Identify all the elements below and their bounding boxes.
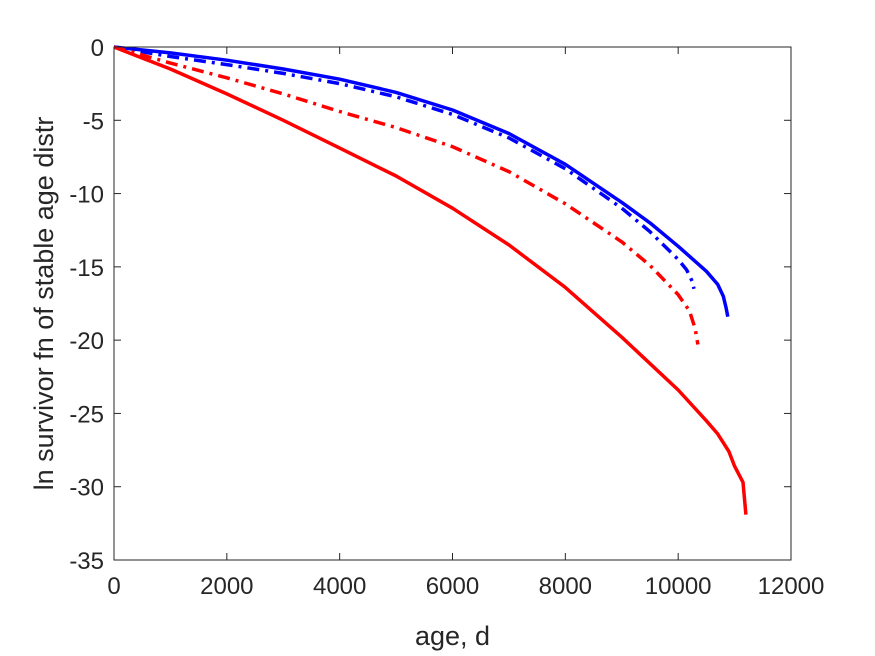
series-line-3	[113, 45, 700, 345]
x-tick-label: 0	[107, 573, 120, 600]
x-tick-label: 2000	[200, 573, 253, 600]
y-axis-label: ln survivor fn of stable age distr	[29, 117, 59, 491]
y-tick-label: -20	[69, 328, 104, 355]
y-tick-label: -10	[69, 182, 104, 209]
y-tick-label: 0	[91, 35, 104, 62]
y-tick-label: -35	[69, 548, 104, 575]
tick-layer: 0 2000 4000 6000 8000 10000 12000 0 -5 -10 -15 -20 -…	[69, 35, 824, 600]
x-axis-label: age, d	[415, 621, 490, 651]
series-line-4	[113, 45, 748, 515]
x-tick-label: 10000	[645, 573, 712, 600]
plot-area	[114, 47, 791, 560]
y-tick-label: -30	[69, 475, 104, 502]
series-layer	[113, 45, 748, 515]
series-line-2	[113, 45, 696, 290]
y-tick-label: -15	[69, 255, 104, 282]
x-tick-label: 4000	[313, 573, 366, 600]
x-tick-label: 6000	[426, 573, 479, 600]
x-tick-label: 8000	[539, 573, 592, 600]
x-tick-label: 12000	[758, 573, 825, 600]
y-tick-label: -25	[69, 401, 104, 428]
y-tick-label: -5	[83, 108, 104, 135]
series-line-1	[113, 45, 730, 318]
